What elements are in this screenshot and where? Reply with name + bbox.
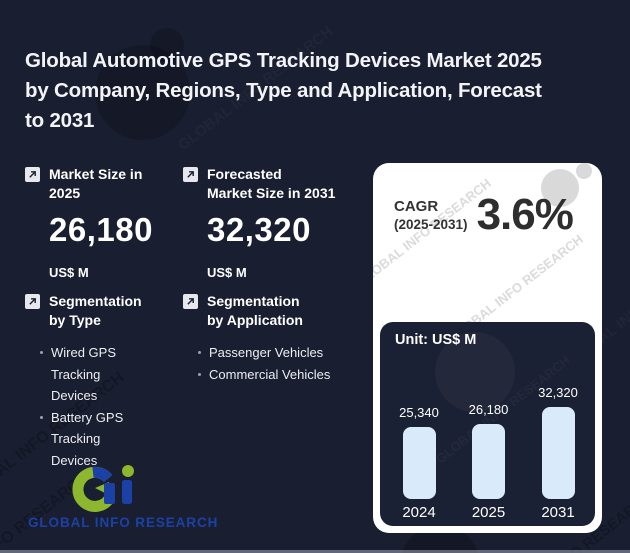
bar (541, 407, 575, 499)
stat-unit: US$ M (49, 265, 89, 280)
bar-value-label: 26,180 (468, 402, 509, 417)
arrow-up-right-icon (25, 167, 40, 182)
bottom-edge-strip (0, 550, 630, 553)
segmentation-label: Segmentation by Type (49, 293, 142, 328)
page-title-line: Global Automotive GPS Tracking Devices M… (25, 49, 542, 72)
stat-label: Forecasted Market Size in 2031 (207, 166, 336, 201)
chart-unit-label: Unit: US$ M (395, 332, 477, 348)
bar-group: 25,340 2024 (390, 385, 448, 522)
cagr-label: CAGR (394, 197, 439, 215)
cagr-value: 3.6% (476, 190, 574, 239)
list-item: Passenger Vehicles (198, 342, 368, 364)
bar-chart: GLOBAL INFO RESEARCH Unit: US$ M 25,340 … (380, 322, 595, 526)
page-title-line: to 2031 (25, 109, 95, 132)
bullet-dot-icon (198, 351, 201, 354)
stat-unit: US$ M (207, 265, 247, 280)
bullet-dot-icon (40, 415, 43, 419)
segmentation-by-type: Segmentation by Type Wired GPS Tracking … (25, 292, 177, 471)
watermark-gi-shape (576, 163, 592, 179)
x-axis-tick-label: 2031 (541, 504, 575, 521)
gi-logo-icon (72, 465, 134, 512)
stat-value: 26,180 (49, 211, 153, 248)
stat-value: 32,320 (207, 211, 311, 248)
segmentation-by-application: Segmentation by Application Passenger Ve… (183, 292, 368, 385)
bar-value-label: 25,340 (399, 405, 439, 420)
list-item: Wired GPS Tracking Devices (40, 342, 177, 407)
bar-chart-plot-area: 25,340 2024 26,180 2025 32,320 2031 (390, 385, 587, 522)
x-axis-tick-label: 2025 (471, 504, 506, 521)
page-title-line: by Company, Regions, Type and Applicatio… (25, 79, 542, 102)
stat-market-size-2025: Market Size in 2025 26,180 US$ M (25, 165, 177, 280)
list-item: Commercial Vehicles (198, 364, 368, 386)
bar (472, 424, 505, 499)
stat-label: Market Size in 2025 (49, 166, 143, 201)
arrow-up-right-icon (183, 167, 198, 182)
cagr-block: CAGR (2025-2031) 3.6% (394, 190, 594, 240)
list-item: Battery GPS Tracking Devices (40, 407, 177, 472)
bullet-dot-icon (40, 351, 43, 354)
segmentation-label: Segmentation by Application (207, 293, 303, 328)
page-title: Global Automotive GPS Tracking Devices M… (25, 46, 613, 136)
bar (402, 427, 436, 499)
global-info-research-logo: GLOBAL INFO RESEARCH (28, 464, 218, 530)
bar-value-label: 32,320 (538, 385, 578, 400)
stat-forecast-2031: Forecasted Market Size in 2031 32,320 US… (183, 165, 363, 280)
summary-panel: GLOBAL INFO RESEARCH GLOBAL INFO RESEARC… (373, 163, 602, 533)
bar-group: 26,180 2025 (460, 385, 518, 522)
logo-wordmark: GLOBAL INFO RESEARCH (28, 515, 219, 530)
arrow-up-right-icon (183, 294, 198, 309)
cagr-period: (2025-2031) (394, 216, 468, 232)
arrow-up-right-icon (25, 294, 40, 309)
bar-group: 32,320 2031 (529, 385, 587, 522)
bullet-dot-icon (198, 372, 201, 376)
x-axis-tick-label: 2024 (402, 504, 436, 521)
